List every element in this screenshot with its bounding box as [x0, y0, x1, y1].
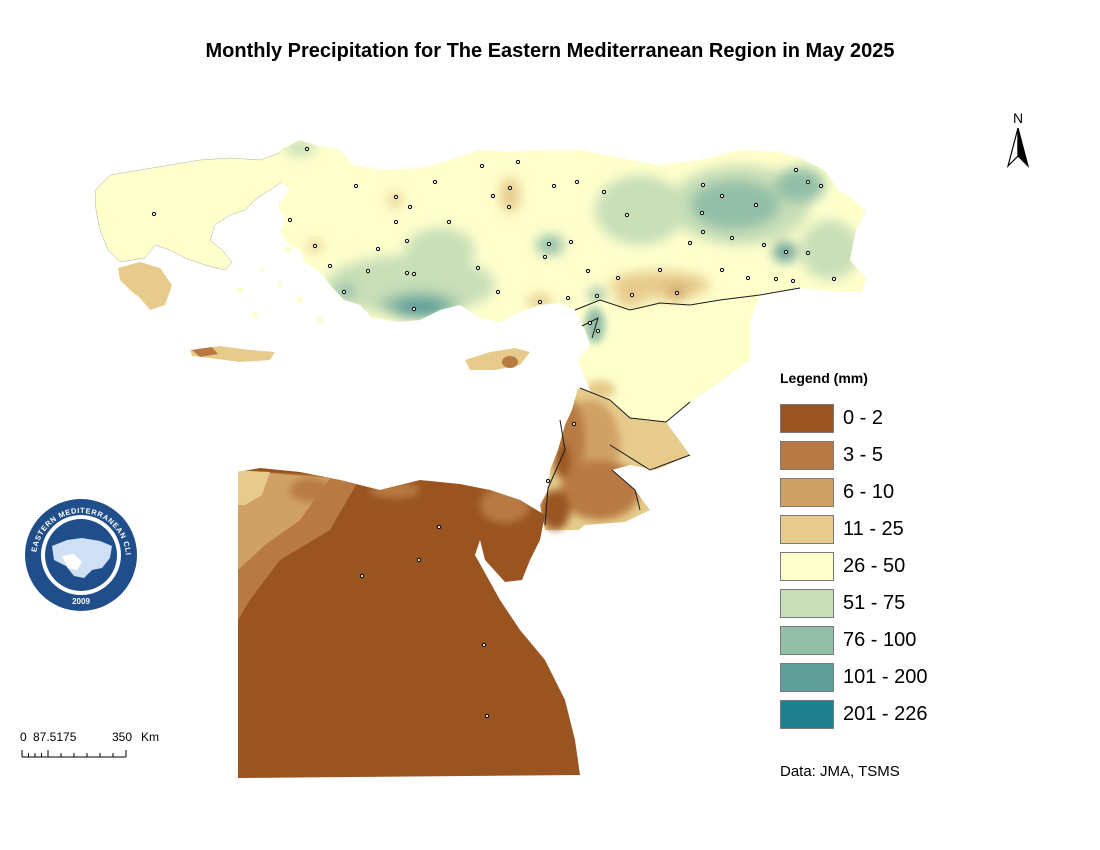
- scale-end: 350: [112, 730, 133, 744]
- legend-item: 101 - 200: [780, 659, 980, 696]
- legend-label: 76 - 100: [843, 629, 917, 651]
- scale-mid: 87.5175: [33, 730, 77, 744]
- legend-label: 101 - 200: [843, 666, 928, 688]
- legend-swatch: [780, 515, 834, 544]
- cyprus-region: [465, 348, 530, 370]
- svg-text:2009: 2009: [72, 597, 90, 606]
- turkey-region: [278, 140, 866, 322]
- north-arrow: N: [1000, 110, 1036, 176]
- scale-start: 0: [20, 730, 27, 744]
- legend-swatch: [780, 700, 834, 729]
- egypt-region: [238, 468, 580, 778]
- legend-item: 3 - 5: [780, 437, 980, 474]
- legend-item: 11 - 25: [780, 511, 980, 548]
- legend-swatch: [780, 663, 834, 692]
- scale-bar: 0 87.5175 350 Km: [20, 730, 159, 762]
- country-borders: [544, 287, 801, 526]
- legend-item: 76 - 100: [780, 622, 980, 659]
- legend-label: 0 - 2: [843, 407, 884, 429]
- legend-item: 0 - 2: [780, 400, 980, 437]
- scale-unit: Km: [141, 730, 159, 744]
- legend-swatch: [780, 626, 834, 655]
- legend-title: Legend (mm): [780, 370, 868, 386]
- map-title: Monthly Precipitation for The Eastern Me…: [205, 40, 895, 62]
- legend-label: 3 - 5: [843, 444, 884, 466]
- legend-label: 6 - 10: [843, 481, 895, 503]
- north-arrow-icon: [1006, 128, 1030, 168]
- legend-item: 201 - 226: [780, 696, 980, 733]
- legend-item: 26 - 50: [780, 548, 980, 585]
- legend-swatch: [780, 404, 834, 433]
- legend-swatch: [780, 589, 834, 618]
- greece-region: [94, 151, 323, 362]
- scale-ruler: [21, 750, 127, 758]
- legend: Legend (mm) 0 - 2 3 - 5 6 - 10 11 - 25 26 - …: [780, 370, 980, 733]
- legend-label: 51 - 75: [843, 592, 906, 614]
- legend-label: 11 - 25: [843, 518, 904, 540]
- legend-items: 0 - 2 3 - 5 6 - 10 11 - 25 26 - 50 51 - 75 76 …: [780, 400, 980, 733]
- legend-swatch: [780, 552, 834, 581]
- data-source: Data: JMA, TSMS: [780, 763, 900, 780]
- legend-label: 26 - 50: [843, 555, 906, 577]
- legend-swatch: [780, 478, 834, 507]
- legend-item: 6 - 10: [780, 474, 980, 511]
- emcc-logo: EASTERN MEDITERRANEAN CLIMATE CENTRE 200…: [22, 496, 137, 611]
- north-label: N: [1012, 110, 1024, 126]
- legend-label: 201 - 226: [843, 703, 928, 725]
- scale-labels: 0 87.5175 350 Km: [20, 730, 159, 746]
- legend-swatch: [780, 441, 834, 470]
- station-points: [151, 146, 837, 719]
- legend-item: 51 - 75: [780, 585, 980, 622]
